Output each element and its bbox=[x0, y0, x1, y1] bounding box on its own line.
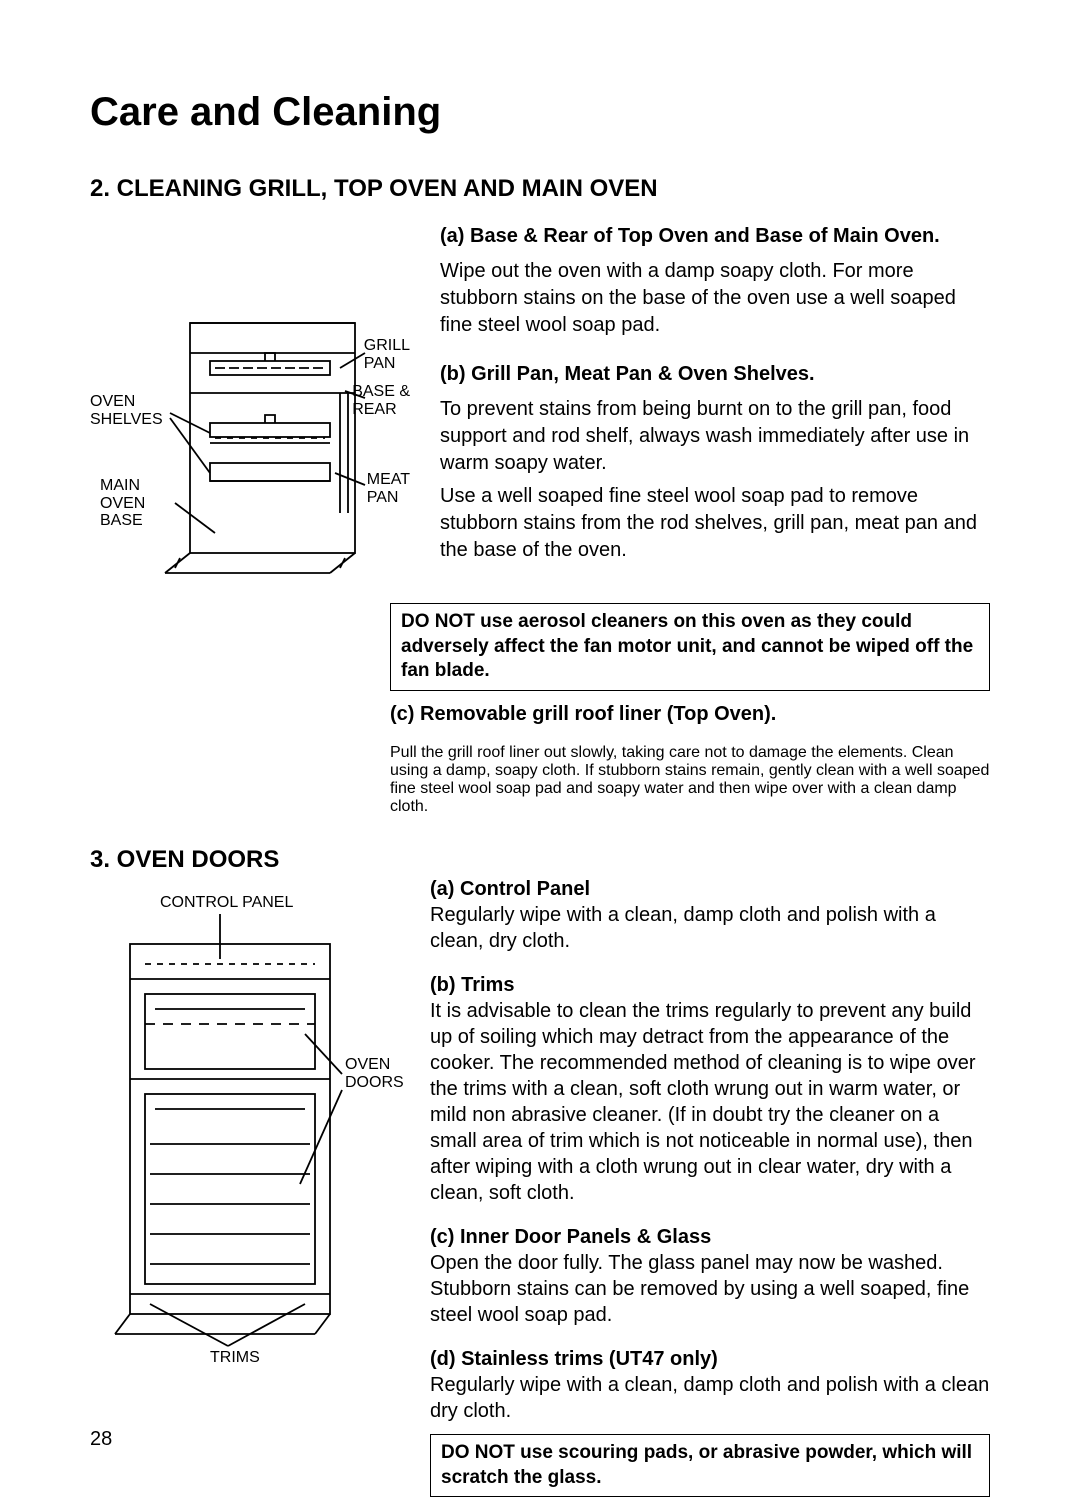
sec2-b-body2: Use a well soaped fine steel wool soap p… bbox=[440, 483, 990, 564]
sec2-c-heading: (c) Removable grill roof liner (Top Oven… bbox=[390, 703, 990, 726]
sec2-a-body: Wipe out the oven with a damp soapy clot… bbox=[440, 258, 990, 339]
sec2-a-heading: (a) Base & Rear of Top Oven and Base of … bbox=[440, 223, 990, 250]
section3-heading: 3. OVEN DOORS bbox=[90, 846, 400, 874]
sec2-warning: DO NOT use aerosol cleaners on this oven… bbox=[390, 603, 990, 691]
sec3-a-body: Regularly wipe with a clean, damp cloth … bbox=[430, 904, 936, 952]
sec3-c-body: Open the door fully. The glass panel may… bbox=[430, 1252, 969, 1326]
oven-internal-diagram: GRILLPAN BASE &REAR OVENSHELVES MEATPAN … bbox=[90, 223, 410, 583]
sec3-b-heading: (b) Trims bbox=[430, 974, 514, 996]
sec3-c-heading: (c) Inner Door Panels & Glass bbox=[430, 1226, 711, 1248]
section-oven-doors: 3. OVEN DOORS CONTROL PANEL OVENDOORS TR… bbox=[90, 846, 990, 1509]
section2-heading: 2. CLEANING GRILL, TOP OVEN AND MAIN OVE… bbox=[90, 175, 990, 203]
sec2-b-heading: (b) Grill Pan, Meat Pan & Oven Shelves. bbox=[440, 361, 990, 388]
sec3-warning: DO NOT use scouring pads, or abrasive po… bbox=[430, 1434, 990, 1497]
page-title: Care and Cleaning bbox=[90, 90, 990, 135]
sec3-d-heading: (d) Stainless trims (UT47 only) bbox=[430, 1348, 718, 1370]
sec3-d-body: Regularly wipe with a clean, damp cloth … bbox=[430, 1374, 989, 1422]
page-number: 28 bbox=[90, 1428, 112, 1451]
section-cleaning-grill: 2. CLEANING GRILL, TOP OVEN AND MAIN OVE… bbox=[90, 175, 990, 816]
sec2-b-body1: To prevent stains from being burnt on to… bbox=[440, 396, 990, 477]
sec3-a-heading: (a) Control Panel bbox=[430, 878, 590, 900]
sec2-c-body: Pull the grill roof liner out slowly, ta… bbox=[390, 744, 990, 816]
oven-front-diagram: CONTROL PANEL OVENDOORS TRIMS bbox=[90, 894, 390, 1394]
sec3-b-body: It is advisable to clean the trims regul… bbox=[430, 1000, 976, 1204]
